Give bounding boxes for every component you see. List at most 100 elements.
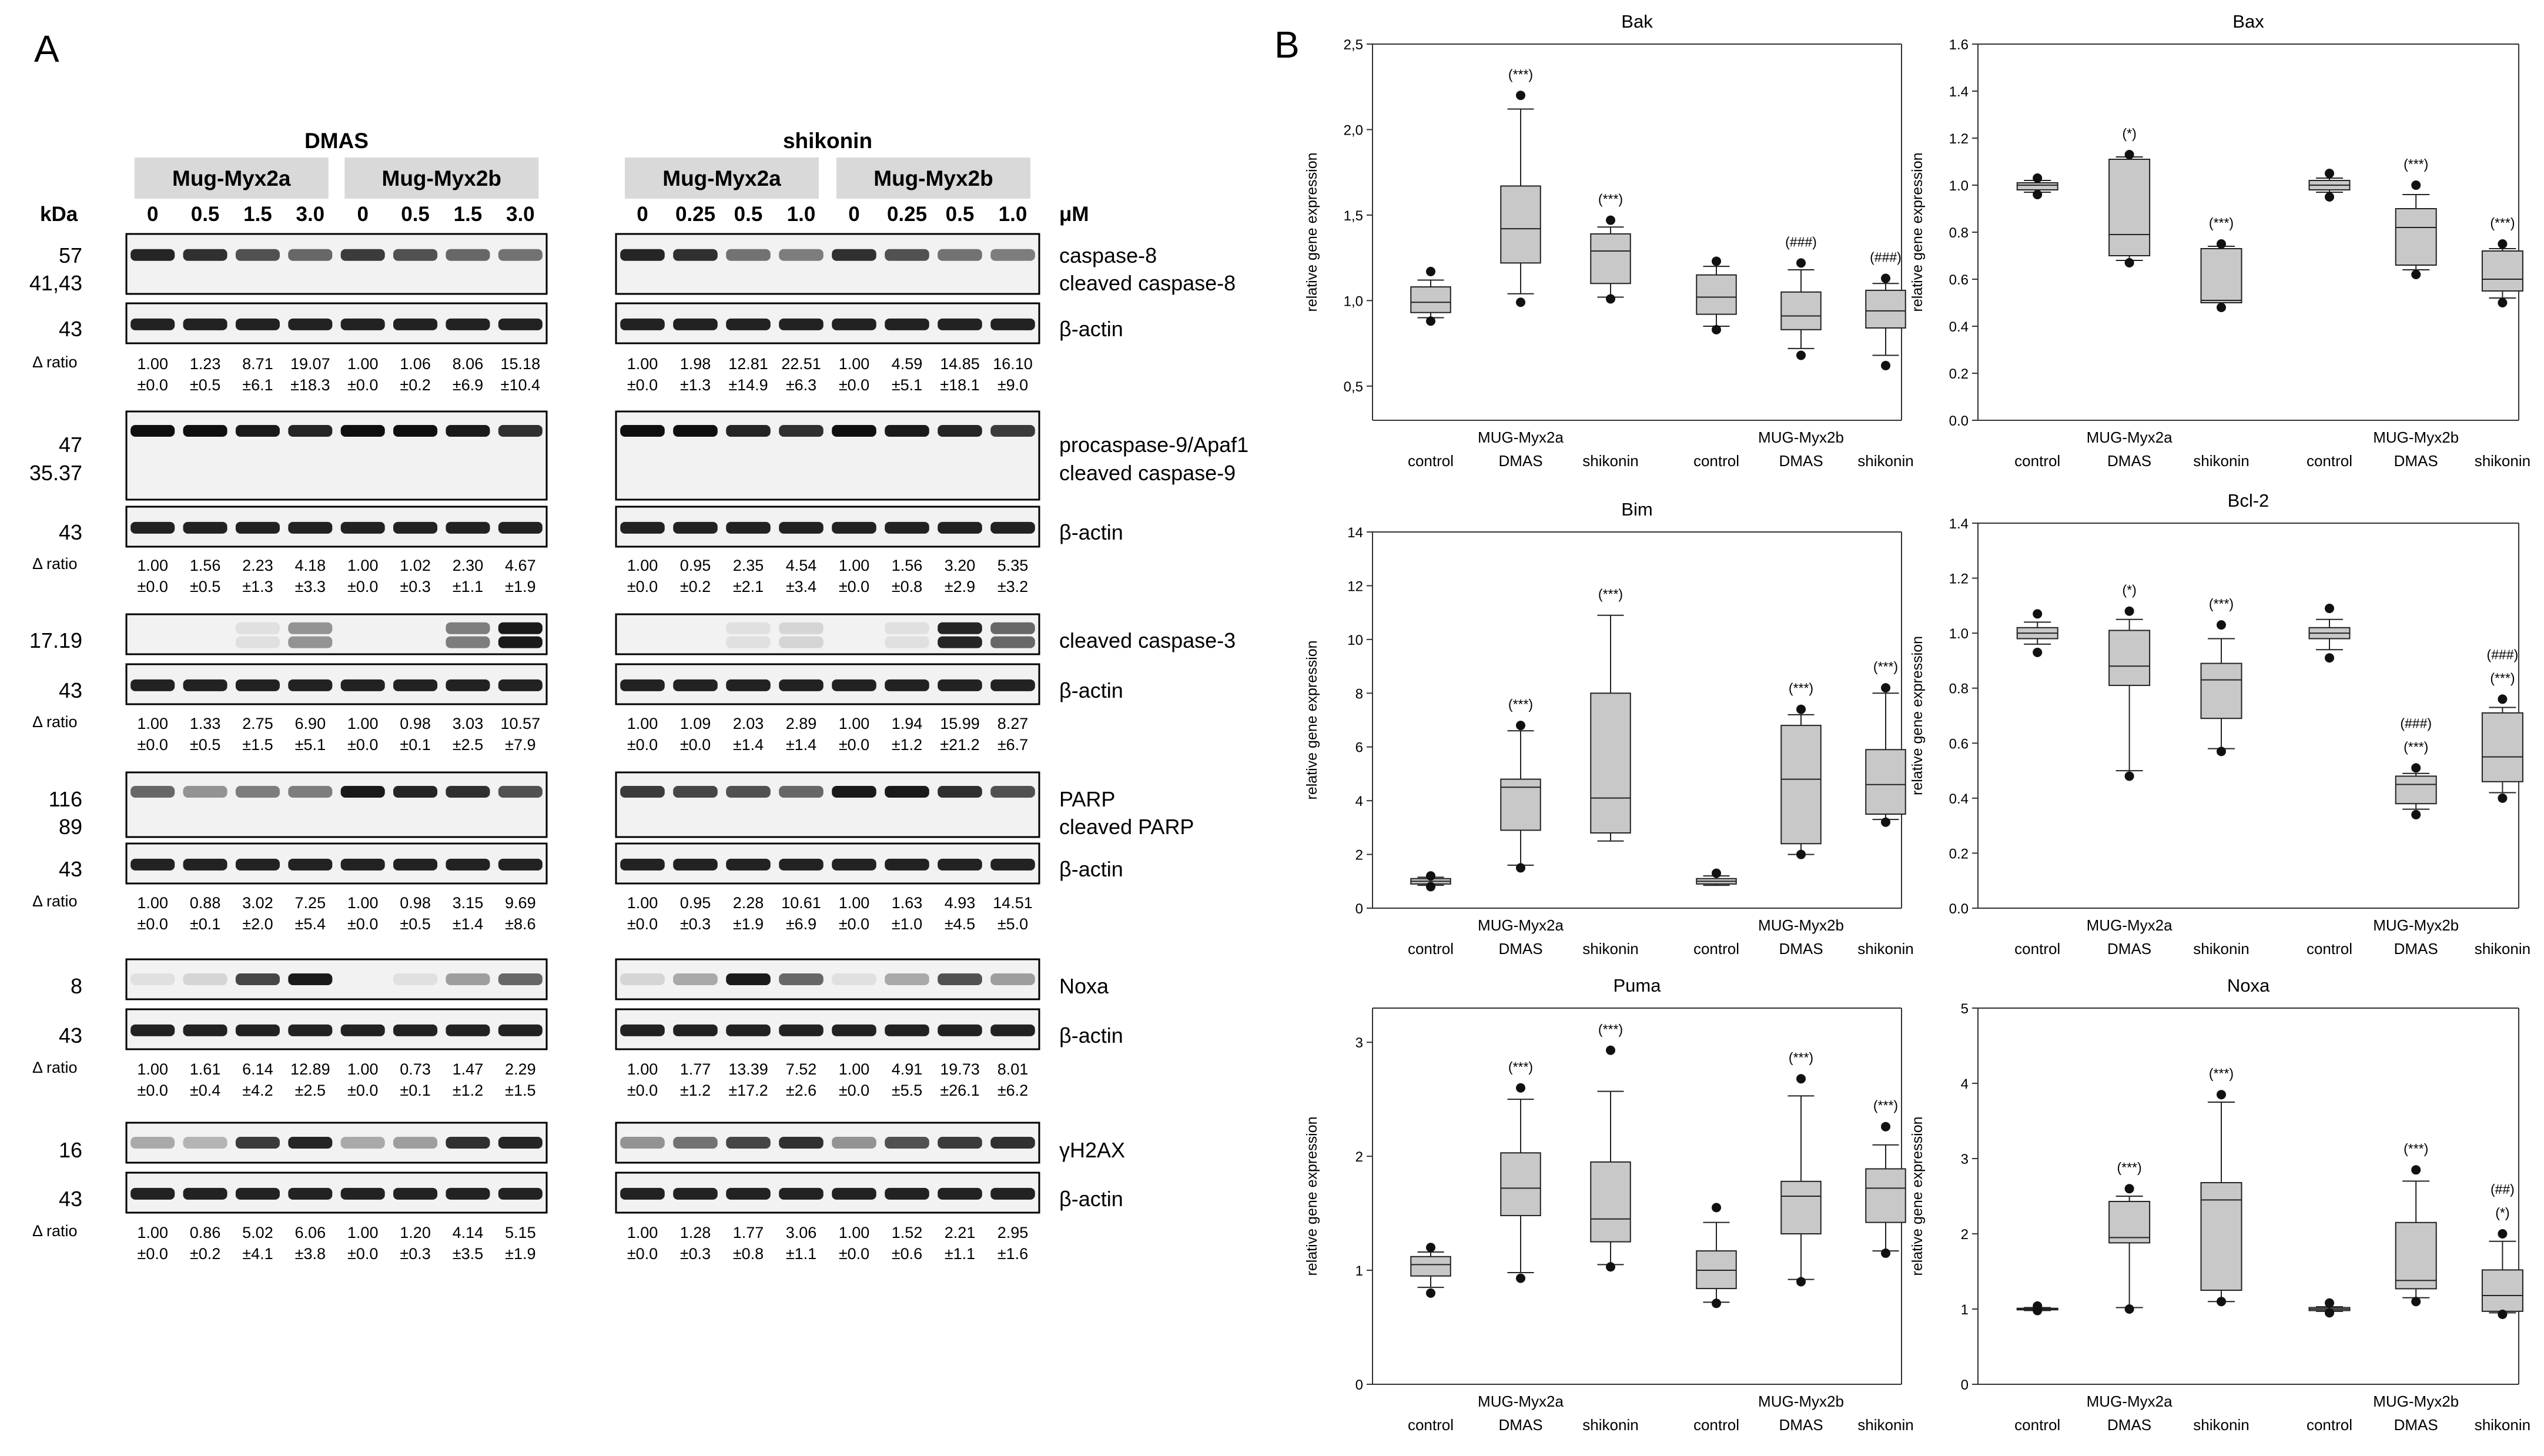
cell-line-label: Mug-Myx2b bbox=[873, 166, 993, 190]
protein-band bbox=[726, 425, 771, 437]
protein-band bbox=[498, 973, 543, 985]
ratio-mean: 12.81 bbox=[728, 355, 768, 373]
cell-line-header-bg bbox=[625, 158, 819, 199]
ratio-mean: 4.18 bbox=[295, 557, 326, 574]
actin-band bbox=[726, 318, 771, 330]
protein-band bbox=[498, 425, 543, 437]
protein-band bbox=[235, 636, 280, 648]
outlier-point bbox=[1606, 294, 1615, 304]
actin-band bbox=[885, 318, 929, 330]
outlier-point bbox=[1881, 273, 1890, 283]
outlier-point bbox=[1426, 882, 1435, 892]
dose-label: 0.5 bbox=[734, 203, 763, 226]
ratio-sd: ±0.0 bbox=[138, 915, 168, 933]
dose-label: 3.0 bbox=[506, 203, 535, 226]
x-treatment-label: shikonin bbox=[2193, 940, 2249, 958]
chart-title: Noxa bbox=[2227, 975, 2270, 996]
actin-band bbox=[938, 521, 982, 534]
protein-band bbox=[990, 622, 1035, 634]
actin-band bbox=[885, 521, 929, 534]
outlier-point bbox=[1426, 266, 1435, 276]
protein-band bbox=[885, 636, 929, 648]
box bbox=[2481, 250, 2523, 292]
x-treatment-label: DMAS bbox=[2107, 1416, 2151, 1434]
outlier-point bbox=[2033, 647, 2043, 657]
ratio-sd: ±26.1 bbox=[940, 1082, 979, 1099]
ratio-mean: 1.00 bbox=[627, 894, 658, 912]
ratio-mean: 0.73 bbox=[400, 1060, 431, 1078]
actin-band bbox=[620, 521, 665, 534]
actin-band bbox=[340, 1024, 385, 1036]
ratio-label: Δ ratio bbox=[32, 555, 78, 573]
actin-band bbox=[726, 1024, 771, 1036]
y-axis-label: relative gene expression bbox=[1909, 636, 1926, 795]
protein-band bbox=[235, 1137, 280, 1149]
ratio-mean: 1.00 bbox=[137, 1060, 168, 1078]
ratio-mean: 4.93 bbox=[945, 894, 976, 912]
outlier-point bbox=[1516, 1083, 1525, 1093]
protein-band bbox=[183, 786, 227, 798]
significance-label: (##) bbox=[2491, 1181, 2515, 1197]
significance-label: (*) bbox=[2122, 126, 2136, 141]
treatment-label: DMAS bbox=[304, 129, 369, 153]
ratio-sd: ±0.0 bbox=[138, 376, 168, 394]
protein-band bbox=[288, 622, 333, 634]
outlier-point bbox=[2033, 1306, 2043, 1316]
ratio-sd: ±0.0 bbox=[138, 578, 168, 595]
x-group-label: MUG-Myx2a bbox=[2087, 916, 2173, 934]
actin-band bbox=[498, 1187, 543, 1200]
ratio-sd: ±18.3 bbox=[290, 376, 330, 394]
x-treatment-label: shikonin bbox=[2475, 452, 2530, 470]
actin-band bbox=[673, 858, 718, 871]
protein-band bbox=[183, 249, 227, 261]
actin-band bbox=[779, 1187, 824, 1200]
ratio-sd: ±0.0 bbox=[138, 1082, 168, 1099]
ratio-sd: ±0.8 bbox=[733, 1245, 764, 1263]
ratio-sd: ±3.4 bbox=[786, 578, 816, 595]
protein-band bbox=[393, 786, 438, 798]
ratio-sd: ±0.4 bbox=[190, 1082, 220, 1099]
protein-label: caspase-8 bbox=[1059, 243, 1157, 267]
outlier-point bbox=[2411, 763, 2421, 773]
outlier-point bbox=[1426, 316, 1435, 326]
ratio-sd: ±3.3 bbox=[295, 578, 326, 595]
chart-title: Bim bbox=[1621, 499, 1652, 520]
box bbox=[2108, 159, 2151, 256]
protein-band bbox=[990, 973, 1035, 985]
ratio-label: Δ ratio bbox=[32, 353, 78, 371]
box bbox=[1590, 233, 1631, 284]
ratio-mean: 1.00 bbox=[839, 355, 870, 373]
ratio-sd: ±6.9 bbox=[453, 376, 483, 394]
outlier-point bbox=[2325, 1308, 2334, 1318]
x-group-label: MUG-Myx2b bbox=[2373, 1393, 2459, 1410]
ratio-sd: ±1.2 bbox=[892, 736, 922, 754]
actin-band bbox=[288, 1187, 333, 1200]
protein-band bbox=[393, 249, 438, 261]
x-treatment-label: DMAS bbox=[2107, 452, 2151, 470]
outlier-point bbox=[2124, 1184, 2134, 1194]
dose-label: 0.5 bbox=[401, 203, 430, 226]
outlier-point bbox=[1712, 868, 1721, 878]
x-treatment-label: DMAS bbox=[2394, 1416, 2438, 1434]
protein-band bbox=[726, 622, 771, 634]
y-axis-label: relative gene expression bbox=[1909, 153, 1926, 312]
protein-band bbox=[673, 249, 718, 261]
x-treatment-label: DMAS bbox=[2394, 452, 2438, 470]
significance-label: (***) bbox=[1789, 1050, 1813, 1065]
protein-band bbox=[885, 786, 929, 798]
protein-band bbox=[726, 973, 771, 985]
protein-band bbox=[832, 425, 876, 437]
ratio-mean: 1.20 bbox=[400, 1224, 431, 1241]
protein-band bbox=[779, 425, 824, 437]
actin-band bbox=[288, 858, 333, 871]
blot-membrane bbox=[615, 410, 1040, 501]
ratio-mean: 14.51 bbox=[993, 894, 1033, 912]
outlier-point bbox=[2217, 1090, 2226, 1100]
ratio-mean: 1.00 bbox=[627, 355, 658, 373]
actin-band bbox=[620, 858, 665, 871]
ratio-mean: 0.98 bbox=[400, 715, 431, 732]
protein-band bbox=[130, 786, 175, 798]
actin-band bbox=[832, 521, 876, 534]
ratio-sd: ±4.5 bbox=[945, 915, 975, 933]
ratio-mean: 14.85 bbox=[940, 355, 980, 373]
